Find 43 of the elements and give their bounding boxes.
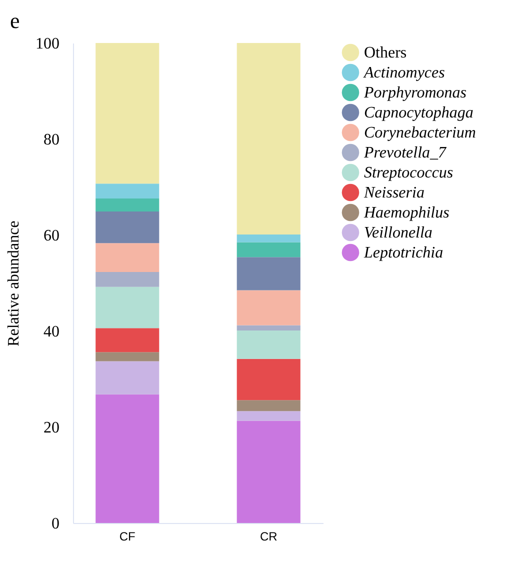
legend-label: Others — [364, 44, 407, 62]
bar — [96, 243, 160, 272]
y-tick-label: 20 — [44, 420, 60, 436]
y-tick-label: 60 — [44, 228, 60, 244]
bar — [236, 400, 300, 412]
bar — [236, 234, 300, 242]
bar — [96, 272, 160, 287]
bar — [236, 290, 300, 326]
bar — [96, 361, 160, 394]
legend-label: Streptococcus — [364, 164, 454, 182]
bar — [236, 43, 300, 235]
bar — [236, 411, 300, 421]
bar — [236, 420, 300, 523]
legend-label: Haemophilus — [363, 204, 450, 222]
bar — [96, 328, 160, 352]
bar — [96, 211, 160, 244]
bar — [96, 352, 160, 362]
bar — [236, 257, 300, 290]
y-axis-title: Relative abundance — [6, 220, 22, 346]
legend-label: Neisseria — [363, 184, 424, 202]
bar — [96, 43, 160, 184]
legend-label: Prevotella_7 — [363, 144, 448, 162]
bar — [236, 358, 300, 400]
bar — [236, 330, 300, 359]
y-tick-label: 100 — [36, 36, 60, 52]
x-tick-label: CF — [119, 530, 136, 544]
bar — [96, 394, 160, 523]
y-tick-label: 40 — [44, 324, 60, 340]
text: e — [10, 8, 20, 34]
bar — [236, 242, 300, 258]
x-tick-label: CR — [260, 530, 278, 544]
legend-label: Veillonella — [364, 224, 432, 242]
legend-label: Corynebacterium — [364, 124, 476, 142]
legend-label: Porphyromonas — [363, 84, 467, 102]
bar — [236, 325, 300, 331]
bar — [96, 198, 160, 212]
y-tick-label: 0 — [52, 516, 60, 532]
legend-label: Capnocytophaga — [364, 104, 474, 122]
legend-label: Actinomyces — [363, 64, 445, 82]
y-tick-label: 80 — [44, 132, 60, 148]
legend-label: Leptotrichia — [363, 244, 444, 262]
bar — [96, 286, 160, 328]
bar — [96, 184, 160, 199]
